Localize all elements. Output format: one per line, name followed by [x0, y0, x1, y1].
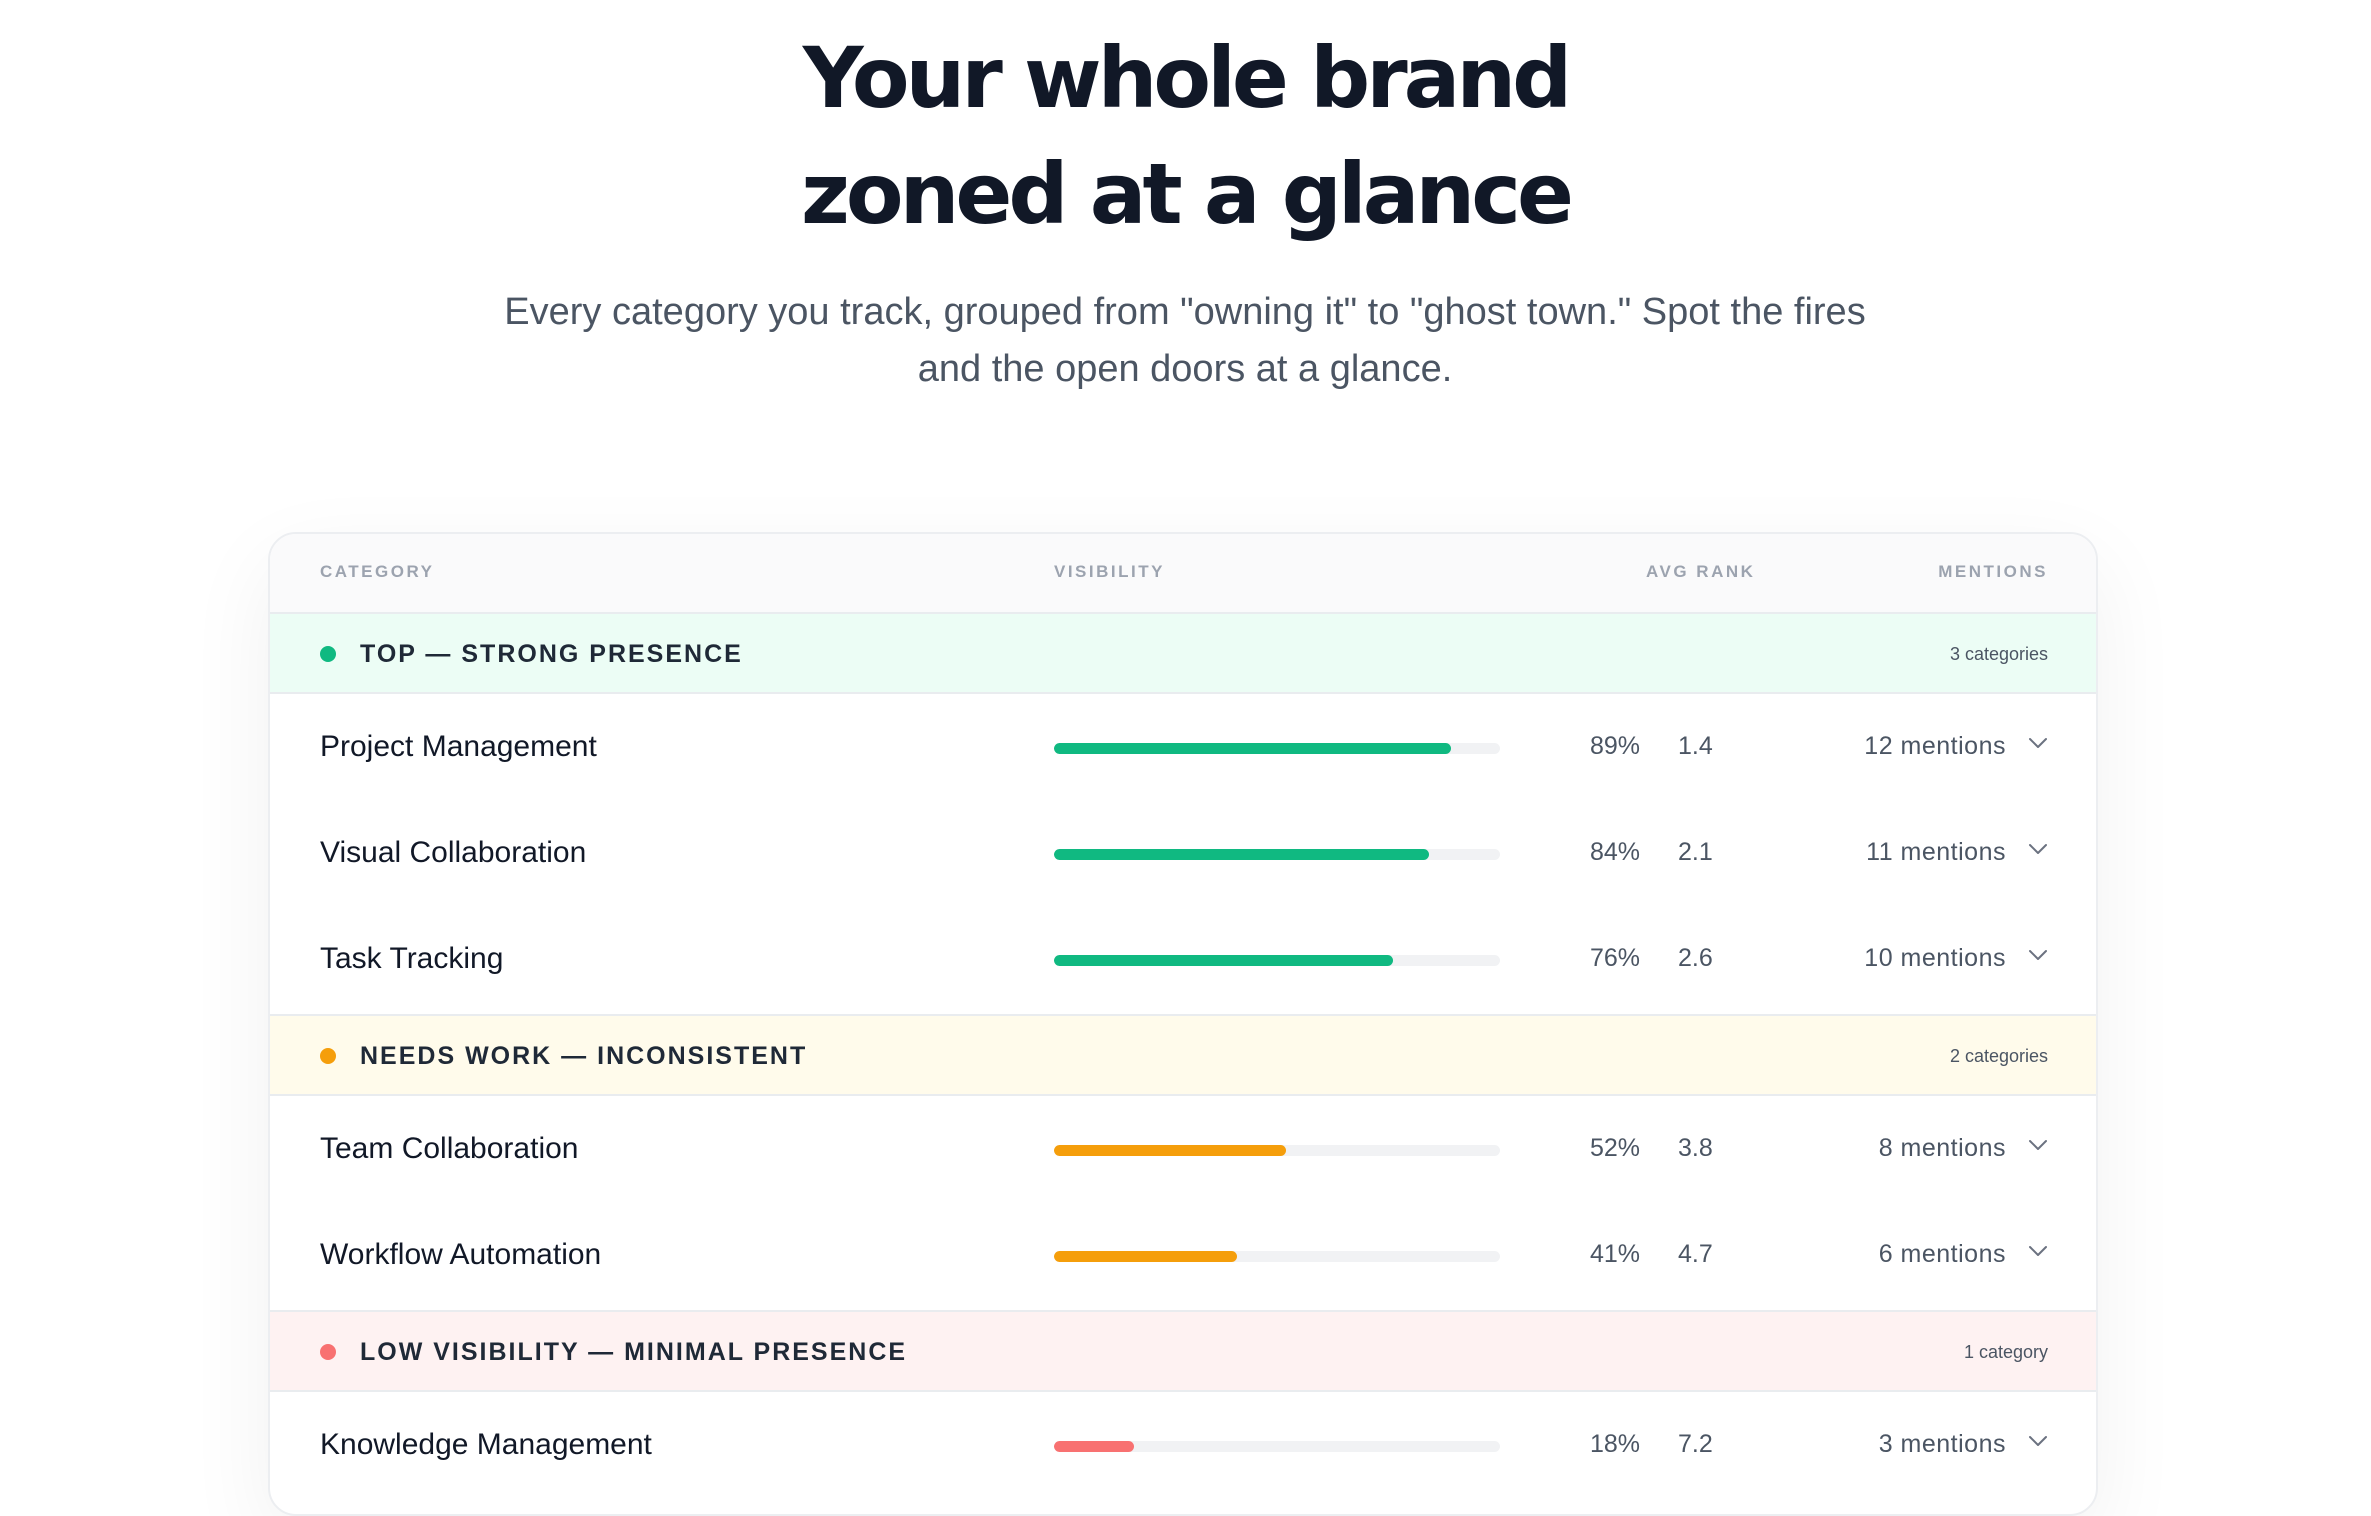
table-row[interactable]: Workflow Automation 41% 4.7 6 mentions	[270, 1202, 2096, 1308]
mentions-count[interactable]: 6 mentions	[1878, 1240, 2006, 1268]
visibility-bar	[1054, 743, 1500, 754]
group-status-dot	[320, 1344, 336, 1360]
avg-rank-value: 1.4	[1678, 732, 1713, 760]
visibility-bar	[1054, 1441, 1500, 1452]
group-status-dot	[320, 1048, 336, 1064]
category-name: Team Collaboration	[320, 1132, 579, 1165]
chevron-down-icon[interactable]	[2028, 736, 2048, 750]
visibility-percent: 76%	[1589, 944, 1640, 972]
category-visibility-table: CATEGORY VISIBILITY AVG RANK MENTIONS TO…	[268, 532, 2098, 1516]
visibility-bar-fill	[1054, 849, 1429, 860]
avg-rank-value: 2.6	[1678, 944, 1713, 972]
chevron-down-icon[interactable]	[2028, 1138, 2048, 1152]
avg-rank-value: 2.1	[1678, 838, 1713, 866]
category-name: Visual Collaboration	[320, 836, 587, 869]
mentions-count[interactable]: 11 mentions	[1866, 838, 2006, 866]
visibility-percent: 52%	[1589, 1134, 1640, 1162]
visibility-bar-fill	[1054, 1145, 1286, 1156]
group-label: LOW VISIBILITY — MINIMAL PRESENCE	[360, 1338, 908, 1366]
table-row[interactable]: Visual Collaboration 84% 2.1 11 mentions	[270, 800, 2096, 906]
mentions-count[interactable]: 10 mentions	[1864, 944, 2006, 972]
mentions-count[interactable]: 8 mentions	[1878, 1134, 2006, 1162]
page-title-line-1: Your whole brand	[802, 29, 1573, 127]
chevron-down-icon[interactable]	[2028, 948, 2048, 962]
category-name: Task Tracking	[320, 942, 504, 975]
mentions-count[interactable]: 12 mentions	[1864, 732, 2006, 760]
page-subtitle: Every category you track, grouped from "…	[485, 284, 1885, 398]
group-count: 3 categories	[1949, 644, 2048, 664]
visibility-bar-fill	[1054, 1441, 1135, 1452]
category-name: Project Management	[320, 730, 597, 763]
visibility-percent: 18%	[1589, 1430, 1640, 1458]
mentions-count[interactable]: 3 mentions	[1878, 1430, 2006, 1458]
page-title: Your whole brand zoned at a glance	[0, 20, 2371, 252]
category-name: Knowledge Management	[320, 1428, 652, 1461]
visibility-percent: 84%	[1589, 838, 1640, 866]
visibility-percent: 41%	[1589, 1240, 1640, 1268]
visibility-bar-fill	[1054, 955, 1393, 966]
table-row[interactable]: Task Tracking 76% 2.6 10 mentions	[270, 906, 2096, 1012]
group-header: LOW VISIBILITY — MINIMAL PRESENCE 1 categ…	[270, 1310, 2096, 1392]
visibility-bar	[1054, 1251, 1500, 1262]
table-header: CATEGORY VISIBILITY AVG RANK MENTIONS	[270, 534, 2096, 614]
header-avg-rank: AVG RANK	[1646, 562, 1756, 581]
page-subtitle-line-2: and the open doors at a glance.	[917, 348, 1453, 390]
visibility-bar-fill	[1054, 743, 1451, 754]
group-label: TOP — STRONG PRESENCE	[360, 640, 743, 668]
header-mentions: MENTIONS	[1938, 562, 2048, 581]
chevron-down-icon[interactable]	[2028, 1244, 2048, 1258]
chevron-down-icon[interactable]	[2028, 842, 2048, 856]
visibility-bar	[1054, 849, 1500, 860]
group-label: NEEDS WORK — INCONSISTENT	[360, 1042, 808, 1070]
group-header: TOP — STRONG PRESENCE 3 categories	[270, 612, 2096, 694]
group-count: 2 categories	[1949, 1046, 2048, 1066]
table-row[interactable]: Project Management 89% 1.4 12 mentions	[270, 694, 2096, 800]
group-count: 1 category	[1963, 1342, 2048, 1362]
page-subtitle-line-1: Every category you track, grouped from "…	[504, 291, 1866, 333]
table-row[interactable]: Team Collaboration 52% 3.8 8 mentions	[270, 1096, 2096, 1202]
group-status-dot	[320, 646, 336, 662]
visibility-bar	[1054, 955, 1500, 966]
header-category: CATEGORY	[320, 562, 435, 581]
chevron-down-icon[interactable]	[2028, 1434, 2048, 1448]
visibility-bar	[1054, 1145, 1500, 1156]
avg-rank-value: 4.7	[1678, 1240, 1713, 1268]
group-header: NEEDS WORK — INCONSISTENT 2 categories	[270, 1014, 2096, 1096]
avg-rank-value: 7.2	[1678, 1430, 1713, 1458]
page-title-line-2: zoned at a glance	[801, 145, 1574, 243]
visibility-bar-fill	[1054, 1251, 1237, 1262]
table-row[interactable]: Knowledge Management 18% 7.2 3 mentions	[270, 1392, 2096, 1498]
header-visibility: VISIBILITY	[1054, 562, 1165, 581]
category-name: Workflow Automation	[320, 1238, 602, 1271]
visibility-percent: 89%	[1589, 732, 1640, 760]
avg-rank-value: 3.8	[1678, 1134, 1713, 1162]
